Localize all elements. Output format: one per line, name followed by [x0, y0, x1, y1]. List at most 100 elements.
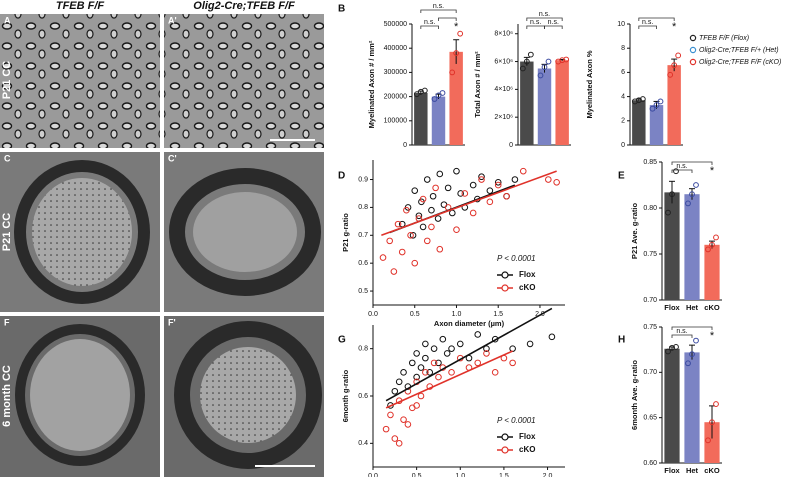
bar: [704, 422, 720, 463]
legend-label: Flox: [519, 270, 536, 279]
annotation: *: [454, 21, 459, 33]
data-point: [669, 344, 675, 351]
y-tick-label: 0.60: [643, 460, 657, 467]
data-point: [503, 192, 510, 200]
panel-label: H: [618, 335, 625, 346]
data-point: [478, 176, 485, 183]
data-point: [422, 340, 429, 348]
annotation: P < 0.0001: [497, 416, 536, 425]
y-tick-label: 0.75: [643, 251, 657, 258]
data-point: [665, 348, 671, 355]
data-point: [439, 90, 446, 96]
data-point: [449, 209, 456, 217]
data-point: [709, 419, 715, 426]
data-point: [509, 345, 516, 352]
data-point: [430, 345, 438, 352]
data-point: [657, 98, 664, 105]
data-point: [419, 195, 427, 203]
y-axis-label: Myelinated Axon %: [585, 50, 594, 118]
data-point: [639, 96, 646, 102]
axon: [30, 339, 130, 451]
data-point: [685, 200, 691, 207]
data-point: [413, 350, 420, 357]
data-point: [693, 337, 699, 344]
data-point: [390, 268, 398, 275]
data-point: [404, 421, 412, 428]
data-point: [395, 440, 403, 447]
data-point: [494, 179, 502, 186]
annotation: n.s.: [676, 328, 687, 335]
data-point: [474, 359, 482, 367]
annotation: n.s.: [530, 19, 541, 26]
y-tick-label: 6×10⁶: [494, 58, 513, 65]
data-point: [705, 437, 711, 444]
data-point: [403, 206, 410, 214]
data-point: [415, 212, 423, 220]
y-tick-label: 10: [617, 21, 625, 28]
y-tick-label: 0.75: [643, 324, 657, 331]
bracket: [638, 17, 675, 21]
bar: [414, 92, 428, 145]
fit-line: [385, 350, 513, 409]
y-tick-label: 0: [621, 142, 625, 149]
data-point: [693, 182, 699, 188]
y-tick-label: 0.8: [358, 204, 368, 211]
x-tick-label: 0.5: [410, 311, 420, 318]
legend-label: Olig2-Cre;TFEB F/+ (Het): [699, 47, 779, 54]
y-axis-label: Myelinated Axon # / mm²: [367, 40, 376, 128]
y-axis-label: P21 g-ratio: [341, 213, 350, 252]
data-point: [713, 234, 719, 241]
legend-label: Olig2-Cre;TFEB F/F (cKO): [699, 59, 781, 66]
data-point: [439, 335, 447, 343]
data-point: [391, 387, 399, 395]
column-header: TFEB F/F: [56, 0, 105, 12]
bar: [704, 244, 720, 300]
bar: [520, 61, 534, 145]
annotation: P < 0.0001: [497, 254, 536, 263]
y-tick-label: 0.70: [643, 369, 657, 376]
axon: [32, 178, 132, 286]
data-point: [519, 167, 527, 175]
data-point: [523, 58, 530, 65]
bar: [649, 105, 664, 145]
y-tick-label: 8: [621, 45, 625, 52]
panel-label: G: [338, 335, 346, 346]
bracket: [671, 334, 693, 338]
legend-label: Flox: [519, 432, 536, 441]
panel-label: C: [4, 153, 11, 163]
bracket: [638, 25, 657, 29]
data-point: [400, 369, 407, 376]
data-point: [417, 392, 425, 400]
bar: [664, 348, 680, 463]
myelin: [174, 321, 322, 469]
data-point: [511, 176, 519, 183]
data-point: [545, 58, 552, 65]
data-point: [541, 64, 548, 71]
data-point: [436, 245, 444, 253]
data-point: [545, 176, 552, 183]
myelin: [169, 168, 321, 296]
bracket: [671, 161, 713, 165]
legend-marker: [689, 34, 697, 42]
data-point: [435, 359, 442, 367]
bar: [632, 100, 646, 145]
data-point: [685, 360, 691, 367]
data-point: [413, 402, 420, 409]
data-point: [527, 51, 534, 58]
x-tick-label: Flox: [664, 466, 680, 475]
panel-label: E: [618, 171, 625, 182]
data-point: [667, 71, 674, 78]
data-point: [449, 69, 456, 76]
y-tick-label: 4×10⁶: [494, 86, 513, 93]
data-point: [411, 187, 419, 194]
bar: [667, 65, 681, 145]
data-point: [671, 62, 678, 69]
panel-label: D: [338, 171, 345, 182]
data-point: [400, 416, 407, 423]
data-point: [387, 411, 394, 419]
data-point: [386, 237, 393, 245]
y-tick-label: 200000: [384, 93, 407, 100]
y-tick-label: 0.5: [358, 288, 368, 295]
x-tick-label: 1.0: [455, 473, 465, 477]
y-tick-label: 2×10⁶: [494, 114, 513, 121]
